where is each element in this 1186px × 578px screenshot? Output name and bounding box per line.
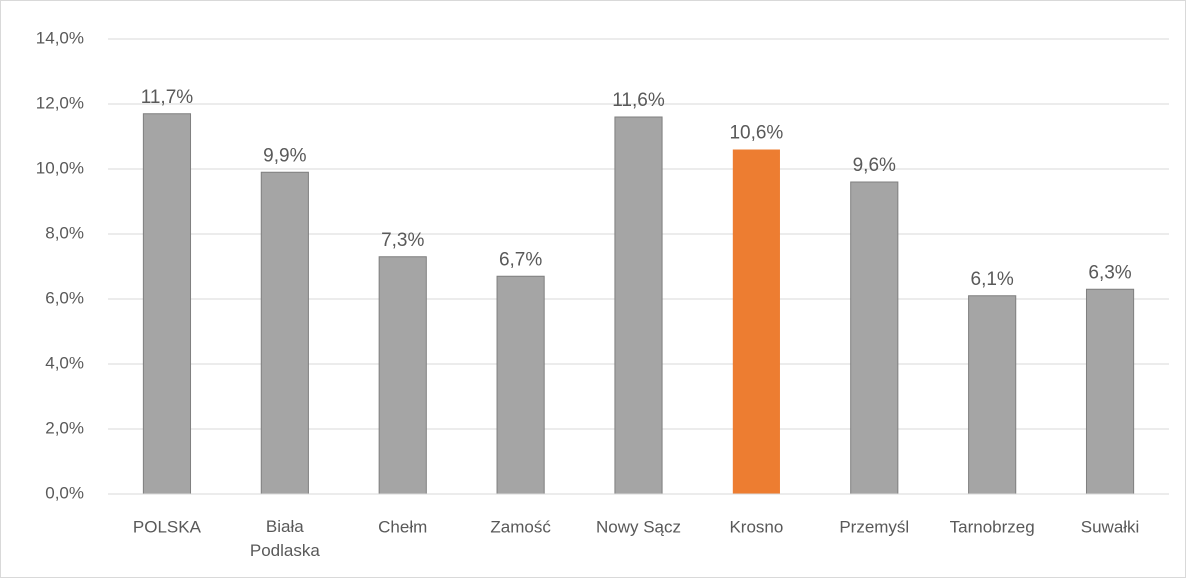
bar: [614, 116, 663, 495]
y-tick-label: 0,0%: [45, 483, 84, 502]
value-label: 6,7%: [499, 249, 542, 270]
value-label: 9,9%: [263, 145, 306, 166]
value-label: 7,3%: [381, 230, 424, 251]
bar: [260, 171, 309, 495]
x-tick-label: POLSKA: [133, 517, 202, 536]
x-tick-label: Suwałki: [1081, 517, 1140, 536]
value-label: 9,6%: [853, 155, 896, 176]
y-tick-label: 10,0%: [36, 158, 84, 177]
x-tick-label: Przemyśl: [839, 517, 909, 536]
x-tick-label: Biała Podlaska: [250, 517, 320, 560]
value-label: 10,6%: [729, 123, 783, 144]
x-tick-label: Zamość: [490, 517, 551, 536]
bar: [142, 113, 192, 495]
y-tick-label: 12,0%: [36, 93, 84, 112]
x-tick-label: Krosno: [729, 517, 783, 536]
value-label: 6,3%: [1088, 262, 1131, 283]
x-tick-label: Nowy Sącz: [596, 517, 681, 536]
bar: [732, 149, 780, 494]
y-tick-label: 8,0%: [45, 223, 84, 242]
x-tick-label: Chełm: [378, 517, 427, 536]
y-tick-label: 2,0%: [45, 418, 84, 437]
bar: [1085, 288, 1135, 495]
value-label: 6,1%: [971, 269, 1014, 290]
bar: [968, 295, 1017, 495]
y-tick-label: 14,0%: [36, 28, 84, 47]
bar: [496, 275, 545, 495]
y-tick-label: 6,0%: [45, 288, 84, 307]
x-tick-label: Tarnobrzeg: [950, 517, 1035, 536]
bar: [850, 181, 899, 495]
y-tick-label: 4,0%: [45, 353, 84, 372]
value-label: 11,6%: [612, 90, 665, 111]
bar: [378, 256, 427, 495]
value-label: 11,7%: [141, 87, 194, 108]
